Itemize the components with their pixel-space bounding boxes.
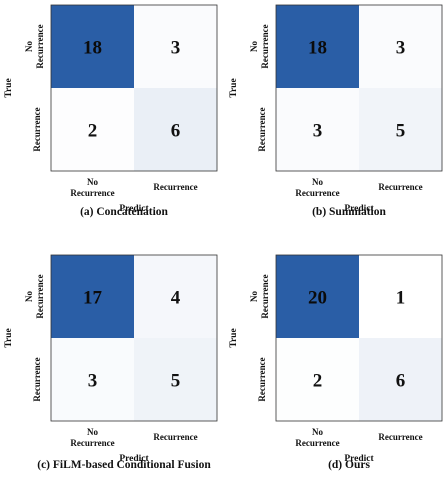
matrix-frame	[275, 4, 443, 172]
x-tick-label: No Recurrence	[295, 177, 339, 198]
matrix-cell-r0-c1	[134, 5, 217, 88]
subfigure-caption: (a) Concatenation	[80, 206, 168, 218]
x-axis-title: Predict	[344, 454, 374, 464]
y-tick-label: Recurrence	[32, 107, 42, 151]
matrix-cell-value: 20	[308, 288, 327, 309]
matrix-cell-r0-c1	[134, 255, 217, 338]
matrix-cell-r0-c0	[51, 5, 134, 88]
matrix-frame	[50, 254, 218, 422]
subfigure-caption: (c) FiLM-based Conditional Fusion	[37, 459, 211, 471]
y-tick-label: Recurrence	[257, 107, 267, 151]
y-tick-label: Recurrence	[32, 357, 42, 401]
matrix-frame	[50, 4, 218, 172]
matrix-cell-r1-c1	[359, 338, 442, 421]
y-tick-label: NoRecurrence	[249, 24, 270, 68]
x-tick-label: No Recurrence	[295, 427, 339, 448]
y-tick-label: NoRecurrence	[24, 274, 45, 318]
confusion-matrix-panel-4: 20 1 2 6 NoRecurrence Recurrence True No Recurre…	[229, 254, 443, 471]
matrix-cell-r0-c1	[359, 255, 442, 338]
matrix-cell-value: 3	[313, 121, 323, 142]
matrix-cell-value: 18	[308, 38, 327, 59]
matrix-frame	[275, 254, 443, 422]
matrix-cell-value: 5	[396, 121, 406, 142]
matrix-cell-value: 2	[313, 371, 323, 392]
matrix-cell-value: 5	[171, 371, 181, 392]
y-axis-title: True	[229, 78, 239, 97]
x-tick-label: Recurrence	[378, 182, 422, 192]
x-tick-label: Recurrence	[378, 432, 422, 442]
matrix-cell-r0-c1	[359, 5, 442, 88]
matrix-cell-value: 4	[171, 288, 181, 309]
matrix-cell-value: 17	[83, 288, 103, 309]
matrix-cell-value: 3	[396, 38, 406, 59]
y-axis-title: True	[4, 78, 14, 97]
y-axis-title: True	[4, 328, 14, 347]
matrix-cell-r0-c0	[276, 5, 359, 88]
matrix-cell-r0-c0	[51, 255, 134, 338]
x-tick-label: No Recurrence	[70, 177, 114, 198]
x-axis-title: Predict	[119, 454, 149, 464]
x-tick-label: No Recurrence	[70, 427, 114, 448]
x-tick-label: Recurrence	[153, 432, 197, 442]
matrix-cell-value: 18	[83, 38, 102, 59]
matrix-cell-value: 3	[88, 371, 98, 392]
subfigure-caption: (b) Summation	[312, 206, 386, 218]
matrix-cell-r1-c1	[134, 338, 217, 421]
y-axis-title: True	[229, 328, 239, 347]
confusion-matrix-panel-3: 17 4 3 5 NoRecurrence Recurrence True No Recurre…	[4, 254, 218, 471]
matrix-cell-r1-c0	[276, 88, 359, 171]
y-tick-label: NoRecurrence	[24, 24, 45, 68]
y-tick-label: Recurrence	[257, 357, 267, 401]
matrix-cell-r1-c1	[359, 88, 442, 171]
confusion-matrix-panel-2: 18 3 3 5 NoRecurrence Recurrence True No Recurre…	[229, 4, 443, 218]
matrix-cell-r1-c0	[51, 88, 134, 171]
matrix-cell-value: 6	[171, 121, 181, 142]
x-axis-title: Predict	[119, 204, 149, 214]
matrix-cell-value: 2	[88, 121, 98, 142]
matrix-cell-value: 3	[171, 38, 181, 59]
confusion-matrix-panel-1: 18 3 2 6 NoRecurrence Recurrence True No Recurre…	[4, 4, 218, 218]
matrix-cell-r0-c0	[276, 255, 359, 338]
x-axis-title: Predict	[344, 204, 374, 214]
y-tick-label: NoRecurrence	[249, 274, 270, 318]
matrix-cell-r1-c0	[276, 338, 359, 421]
x-tick-label: Recurrence	[153, 182, 197, 192]
matrix-cell-value: 1	[396, 288, 406, 309]
matrix-cell-value: 6	[396, 371, 406, 392]
subfigure-caption: (d) Ours	[328, 459, 370, 471]
matrix-cell-r1-c0	[51, 338, 134, 421]
matrix-cell-r1-c1	[134, 88, 217, 171]
